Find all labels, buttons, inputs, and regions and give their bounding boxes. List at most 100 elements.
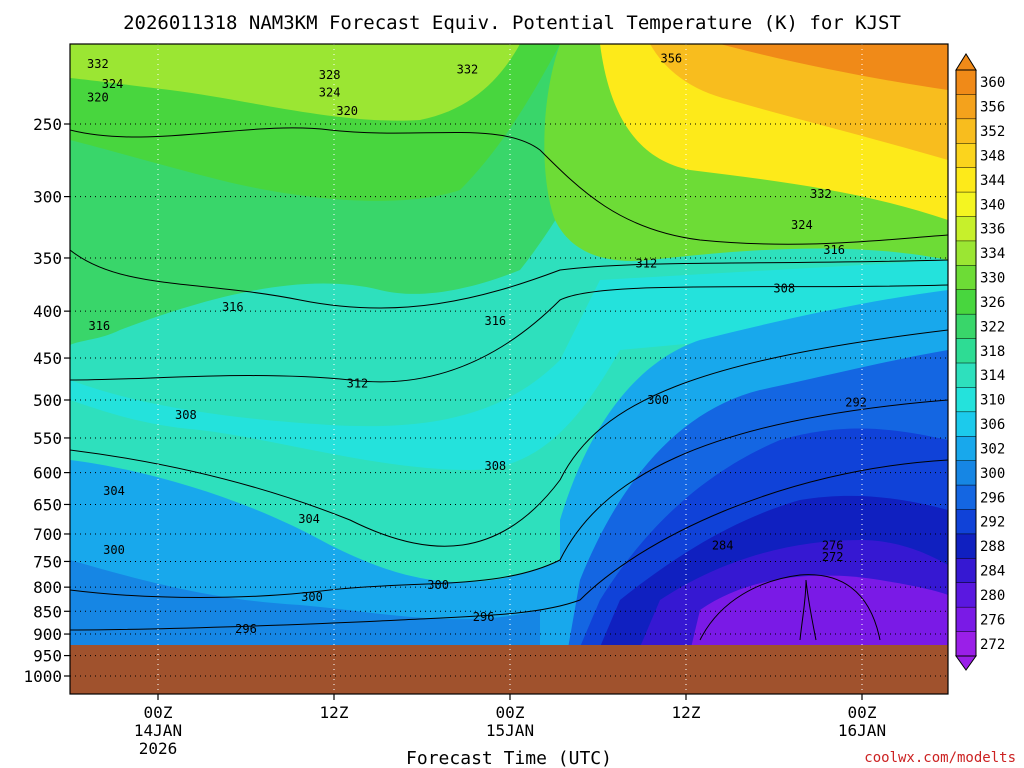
- plot-border: [69, 43, 949, 695]
- colorbar-label: 284: [980, 564, 1005, 580]
- colorbar-label: 276: [980, 612, 1005, 628]
- y-tick-label: 650: [33, 495, 62, 514]
- contour-labels: 3323243203283243323563203323243163123083…: [87, 51, 867, 636]
- contour-label: 312: [347, 377, 369, 391]
- y-tick-label: 400: [33, 302, 62, 321]
- contour-label: 324: [791, 218, 813, 232]
- y-tick-label: 500: [33, 391, 62, 410]
- contour-lines: [70, 127, 948, 641]
- y-tick-label: 450: [33, 349, 62, 368]
- y-tick-label: 550: [33, 429, 62, 448]
- colorbar: 360 356 352 348 344 340 336 334 330 326 322 318 314 3…: [955, 53, 1005, 671]
- band-lime: [70, 44, 520, 121]
- colorbar-label: 356: [980, 100, 1005, 116]
- colorbar-swatch: [956, 363, 976, 388]
- colorbar-swatch: [956, 94, 976, 120]
- contour-line: [70, 127, 948, 245]
- y-tick-label: 300: [33, 188, 62, 207]
- chart-title: 2026011318 NAM3KM Forecast Equiv. Potent…: [123, 12, 901, 34]
- x-tick-label: 14JAN: [134, 721, 182, 740]
- contour-label: 300: [301, 590, 323, 604]
- colorbar-swatch: [956, 607, 976, 633]
- y-tick-label: 850: [33, 602, 62, 621]
- contour-label: 356: [660, 51, 682, 65]
- y-tick-label: 1000: [23, 667, 62, 686]
- contour-label: 316: [823, 243, 845, 257]
- colorbar-swatch: [956, 289, 976, 315]
- y-tick-label: 900: [33, 625, 62, 644]
- contour-label: 324: [102, 77, 124, 91]
- colorbar-label: 300: [980, 466, 1005, 482]
- contour-label: 312: [636, 257, 658, 271]
- contour-line: [70, 284, 948, 383]
- contour-label: 300: [647, 393, 669, 407]
- colorbar-label: 322: [980, 319, 1005, 335]
- x-axis-label: Forecast Time (UTC): [406, 748, 612, 768]
- colorbar-swatch: [956, 411, 976, 437]
- colorbar-label: 360: [980, 75, 1005, 91]
- y-tick-label: 350: [33, 249, 62, 268]
- x-tick-label: 15JAN: [486, 721, 534, 740]
- colorbar-label: 340: [980, 197, 1005, 213]
- y-tick-label: 800: [33, 578, 62, 597]
- band-deep-orange: [720, 44, 948, 90]
- x-tick-label: 00Z: [144, 703, 173, 722]
- x-tick-label: 00Z: [496, 703, 525, 722]
- x-tick-label: 2026: [139, 739, 178, 758]
- plot-area: 3323243203283243323563203323243163123083…: [70, 44, 948, 694]
- colorbar-swatch: [956, 533, 976, 559]
- contour-label: 284: [712, 539, 734, 553]
- colorbar-label: 306: [980, 417, 1005, 433]
- colorbar-swatch: [956, 631, 976, 657]
- colorbar-label: 302: [980, 441, 1005, 457]
- colorbar-swatch: [956, 387, 976, 413]
- contour-label: 296: [473, 610, 495, 624]
- y-tick-label: 700: [33, 525, 62, 544]
- contour-label: 300: [103, 543, 125, 557]
- colorbar-swatch: [956, 509, 976, 535]
- contour-line: [70, 329, 948, 547]
- colorbar-swatch: [956, 582, 976, 608]
- contour-label: 304: [103, 484, 125, 498]
- colorbar-arrow-top: [955, 53, 977, 71]
- x-tick-label: 16JAN: [838, 721, 886, 740]
- colorbar-swatch: [956, 265, 976, 291]
- contour-label: 332: [87, 57, 109, 71]
- band-cyan-upper: [70, 260, 948, 470]
- contour-label: 272: [822, 550, 844, 564]
- colorbar-swatch: [956, 167, 976, 193]
- x-tick-label: 00Z: [848, 703, 877, 722]
- colorbar-swatch: [956, 118, 976, 144]
- contour-label: 316: [222, 300, 244, 314]
- colorbar-label: 314: [980, 368, 1005, 384]
- surface-below-ground: [70, 645, 948, 694]
- colorbar-swatch: [956, 436, 976, 462]
- colorbar-label: 344: [980, 173, 1005, 189]
- colorbar-label: 352: [980, 124, 1005, 140]
- colorbar-swatch: [956, 216, 976, 242]
- colorbar-swatch: [956, 338, 976, 364]
- contour-label: 332: [810, 187, 832, 201]
- colorbar-label: 288: [980, 539, 1005, 555]
- contour-label: 308: [175, 408, 197, 422]
- colorbar-swatch: [956, 240, 976, 266]
- colorbar-label: 330: [980, 271, 1005, 287]
- contour-label: 320: [87, 91, 109, 105]
- colorbar-label: 292: [980, 515, 1005, 531]
- colorbar-label: 348: [980, 148, 1005, 164]
- colorbar-swatch: [956, 192, 976, 217]
- contour-label: 308: [773, 282, 795, 296]
- contour-label: 292: [845, 395, 867, 409]
- x-tick-label: 12Z: [672, 703, 701, 722]
- contour-label: 308: [484, 459, 506, 473]
- colorbar-label: 296: [980, 490, 1005, 506]
- contour-line: [70, 399, 948, 598]
- colorbar-swatch: [956, 485, 976, 510]
- colorbar-swatch: [956, 143, 976, 169]
- colorbar-label: 310: [980, 393, 1005, 409]
- colorbar-label: 280: [980, 588, 1005, 604]
- colorbar-arrow-bottom: [955, 655, 977, 671]
- y-tick-label: 250: [33, 115, 62, 134]
- colorbar-border: [955, 69, 977, 657]
